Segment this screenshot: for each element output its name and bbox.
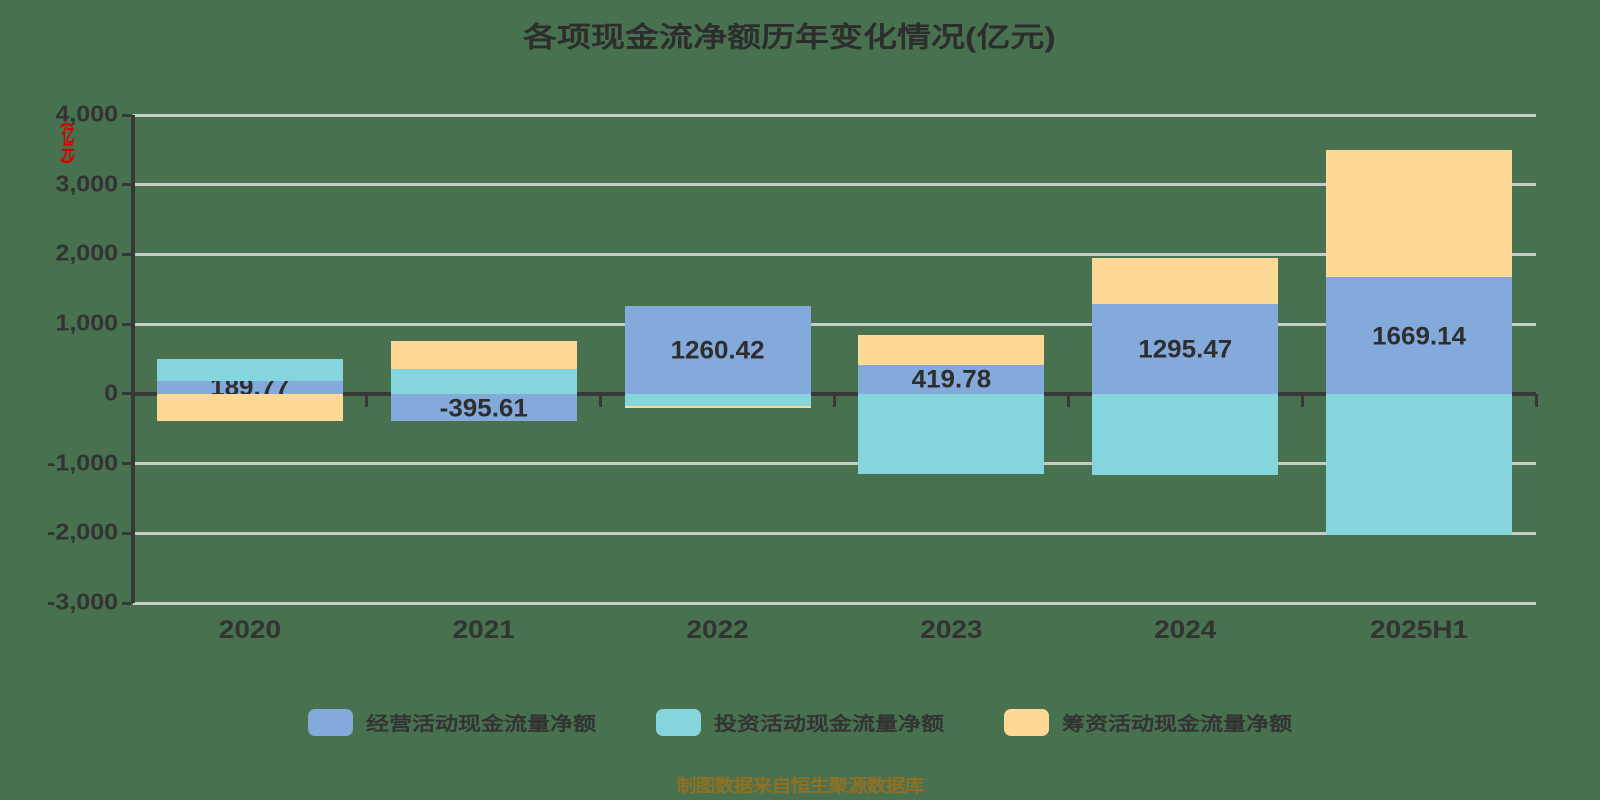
y-axis-tick-label: 3,000	[55, 170, 118, 197]
x-axis-category-label: 2023	[920, 615, 983, 644]
legend-label-investing: 投资活动现金流量净额	[714, 712, 944, 735]
legend-item-investing[interactable]: 投资活动现金流量净额	[656, 705, 944, 739]
y-axis-tick	[122, 462, 131, 466]
bar-segment-investing-2025H1	[1326, 393, 1513, 536]
y-axis-tick	[122, 531, 131, 535]
x-axis-category-label: 2021	[452, 615, 515, 644]
y-axis-tick	[122, 601, 131, 605]
legend-label-financing: 筹资活动现金流量净额	[1062, 712, 1292, 735]
y-axis-tick	[122, 392, 131, 396]
x-axis-tick	[833, 393, 836, 407]
bar-segment-operating-2023	[858, 364, 1045, 394]
bar-segment-operating-2020	[156, 380, 343, 394]
y-axis-tick	[122, 322, 131, 326]
bar-segment-operating-2022	[624, 305, 811, 394]
bar-segment-financing-2022	[624, 406, 811, 409]
y-axis-tick	[122, 113, 131, 117]
gridline	[133, 322, 1536, 326]
bar-segment-financing-2020	[156, 393, 343, 422]
legend-swatch-operating	[308, 708, 353, 736]
data-source-note: 制图数据来自恒生聚源数据库	[676, 776, 925, 797]
bar-segment-financing-2021	[390, 341, 577, 369]
y-axis-tick-label: 4,000	[55, 101, 118, 127]
x-axis-tick	[599, 393, 603, 407]
bar-segment-investing-2024	[1092, 393, 1279, 475]
y-axis-tick-label: 1,000	[55, 310, 118, 337]
x-axis-tick	[365, 393, 369, 407]
legend-swatch-investing	[656, 708, 701, 736]
y-axis-tick-label: 2,000	[55, 240, 118, 267]
y-axis-tick-label: 0	[104, 380, 118, 406]
x-axis-category-label: 2022	[686, 615, 749, 644]
y-axis-tick	[122, 183, 131, 187]
bar-segment-operating-2025H1	[1326, 277, 1513, 394]
bar-segment-investing-2020	[156, 359, 343, 381]
bar-value-label: 1669.14	[1372, 321, 1467, 350]
bar-segment-operating-2024	[1092, 303, 1279, 394]
legend: 经营活动现金流量净额 投资活动现金流量净额 筹资活动现金流量净额	[0, 705, 1600, 739]
x-axis-tick	[1066, 393, 1070, 407]
x-axis-category-label: 2025H1	[1370, 615, 1469, 644]
bar-segment-operating-2021	[390, 393, 577, 422]
x-axis-category-label: 2020	[218, 615, 282, 644]
bar-segment-financing-2024	[1092, 258, 1279, 304]
bar-value-label: -395.61	[439, 393, 528, 422]
bar-value-label: 1295.47	[1138, 334, 1233, 363]
gridline	[133, 462, 1536, 466]
gridline	[133, 601, 1536, 605]
gridline	[133, 531, 1536, 535]
legend-item-financing[interactable]: 筹资活动现金流量净额	[1004, 705, 1292, 739]
bar-segment-financing-2023	[858, 335, 1045, 365]
y-axis-unit-label: (亿元)	[60, 122, 75, 162]
bar-segment-investing-2021	[390, 368, 577, 394]
bar-segment-investing-2023	[858, 393, 1045, 474]
bar-value-label: 1260.42	[670, 335, 765, 365]
y-axis-tick-label: -3,000	[47, 589, 118, 615]
legend-item-operating[interactable]: 经营活动现金流量净额	[308, 705, 596, 739]
y-axis-tick	[122, 252, 131, 256]
legend-label-operating: 经营活动现金流量净额	[366, 712, 596, 735]
chart-title: 各项现金流净额历年变化情况(亿元)	[523, 21, 1056, 53]
bar-value-label: 419.78	[911, 364, 992, 394]
x-axis-category-label: 2024	[1154, 615, 1217, 644]
bar-segment-financing-2025H1	[1326, 149, 1513, 278]
gridline	[133, 183, 1536, 187]
legend-swatch-financing	[1004, 708, 1049, 736]
x-axis-tick	[1300, 393, 1304, 407]
gridline	[133, 113, 1536, 117]
y-axis-tick-label: -2,000	[47, 519, 118, 546]
plot-area: 4,000 3,000 2,000 1,000 0 -1,000 -2,000 -3,000 1…	[47, 101, 1538, 643]
y-axis-line	[131, 115, 135, 603]
y-axis-tick-label: -1,000	[47, 449, 118, 476]
x-axis-tick	[1534, 393, 1538, 407]
bar-segment-investing-2022	[624, 393, 811, 407]
x-axis-tick	[131, 393, 135, 407]
gridline	[133, 252, 1536, 256]
